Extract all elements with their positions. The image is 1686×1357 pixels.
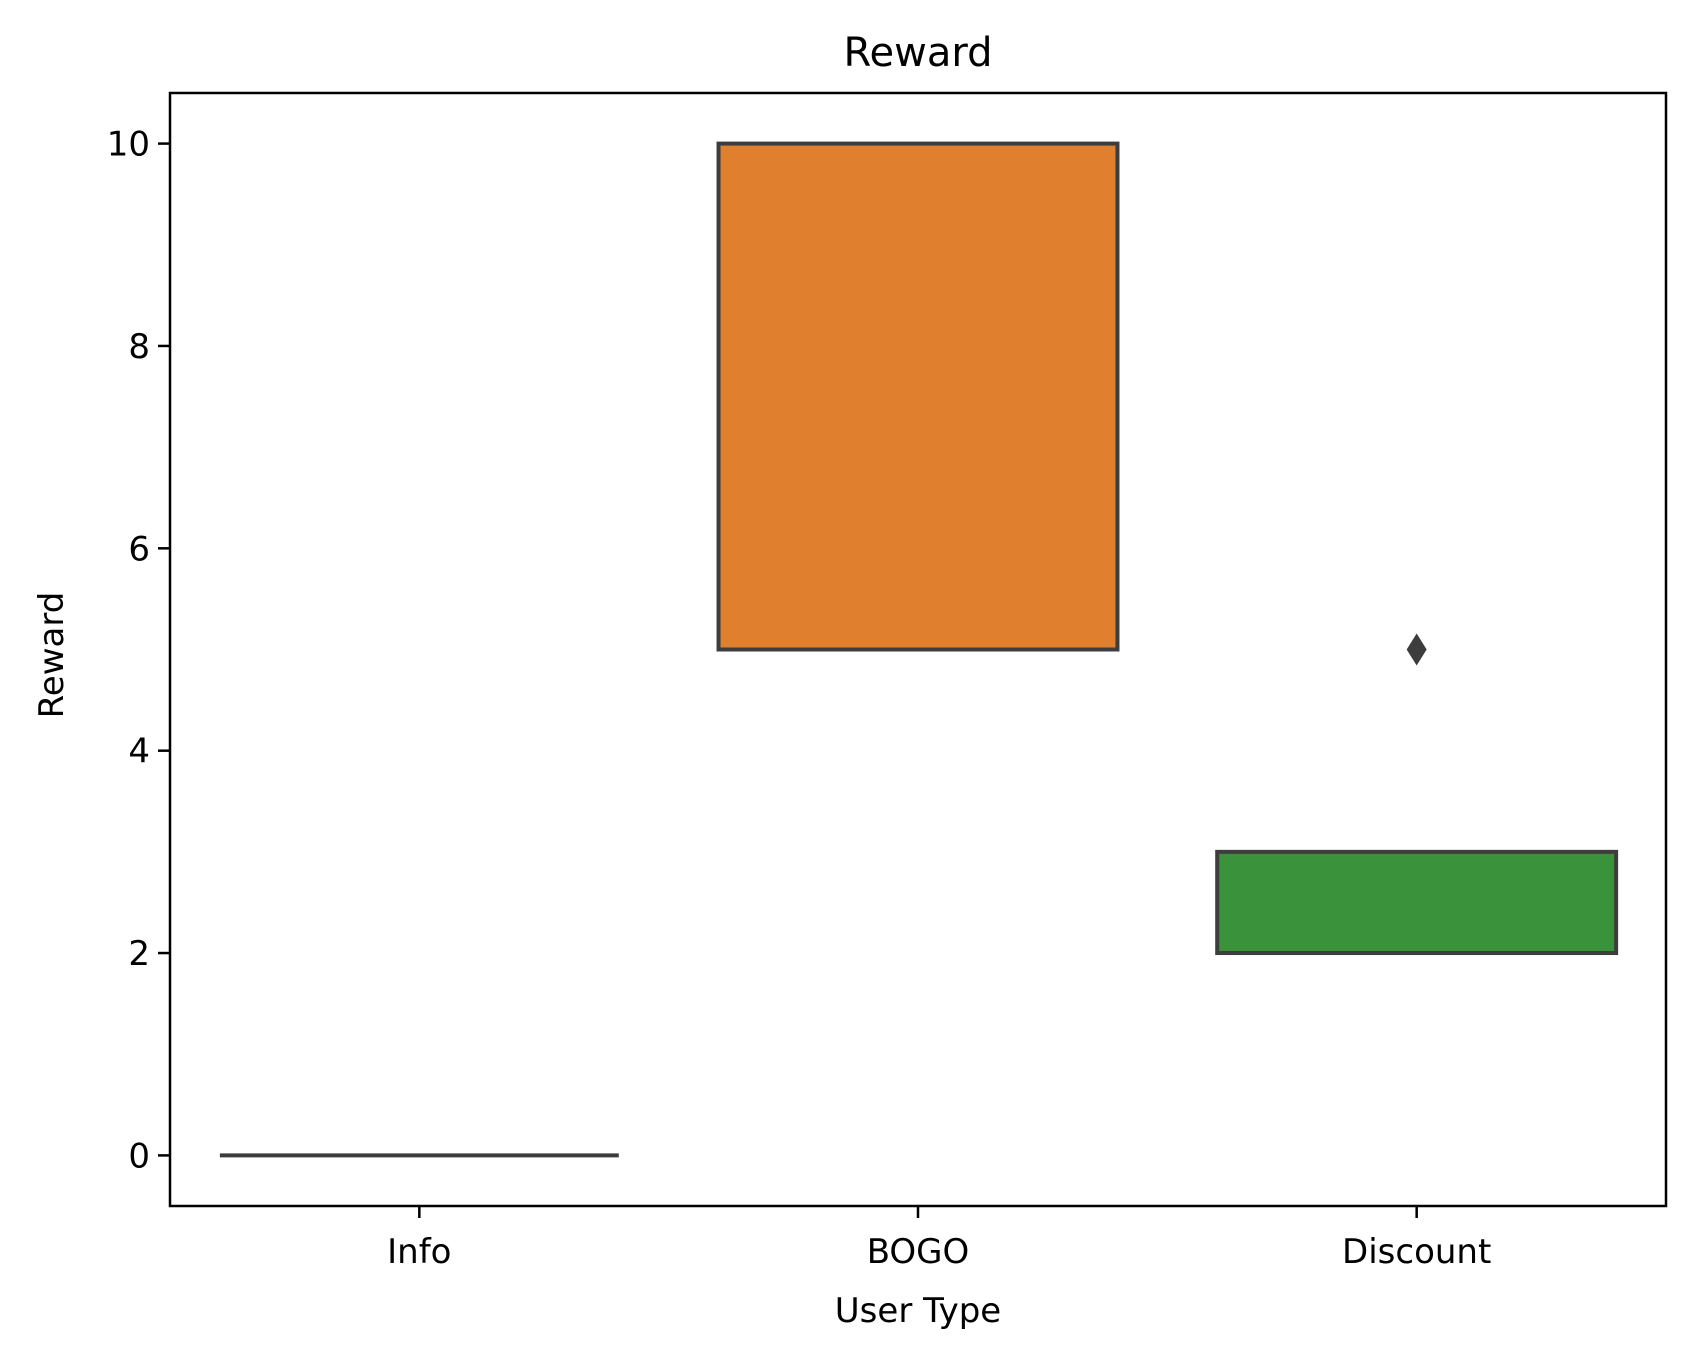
y-tick-label-4: 4: [128, 732, 150, 772]
y-axis-label: Reward: [32, 592, 72, 719]
y-tick-label-0: 0: [128, 1136, 150, 1176]
box-discount: [1215, 849, 1619, 956]
y-tick-label-8: 8: [128, 327, 150, 367]
outlier-point-discount-0: [1406, 633, 1427, 666]
x-tick-label-bogo: BOGO: [867, 1232, 970, 1272]
x-tick-label-discount: Discount: [1342, 1232, 1491, 1272]
chart-title: Reward: [844, 30, 993, 76]
x-axis-label: User Type: [835, 1291, 1001, 1331]
y-tick-label-6: 6: [128, 529, 150, 569]
y-tick-label-10: 10: [107, 125, 150, 165]
plot-area: 0 2 4 6 8 10 Info BOGO Discount: [107, 91, 1668, 1272]
x-tick-label-info: Info: [387, 1232, 451, 1272]
y-tick-label-2: 2: [128, 934, 150, 974]
box-bogo: [716, 141, 1120, 652]
